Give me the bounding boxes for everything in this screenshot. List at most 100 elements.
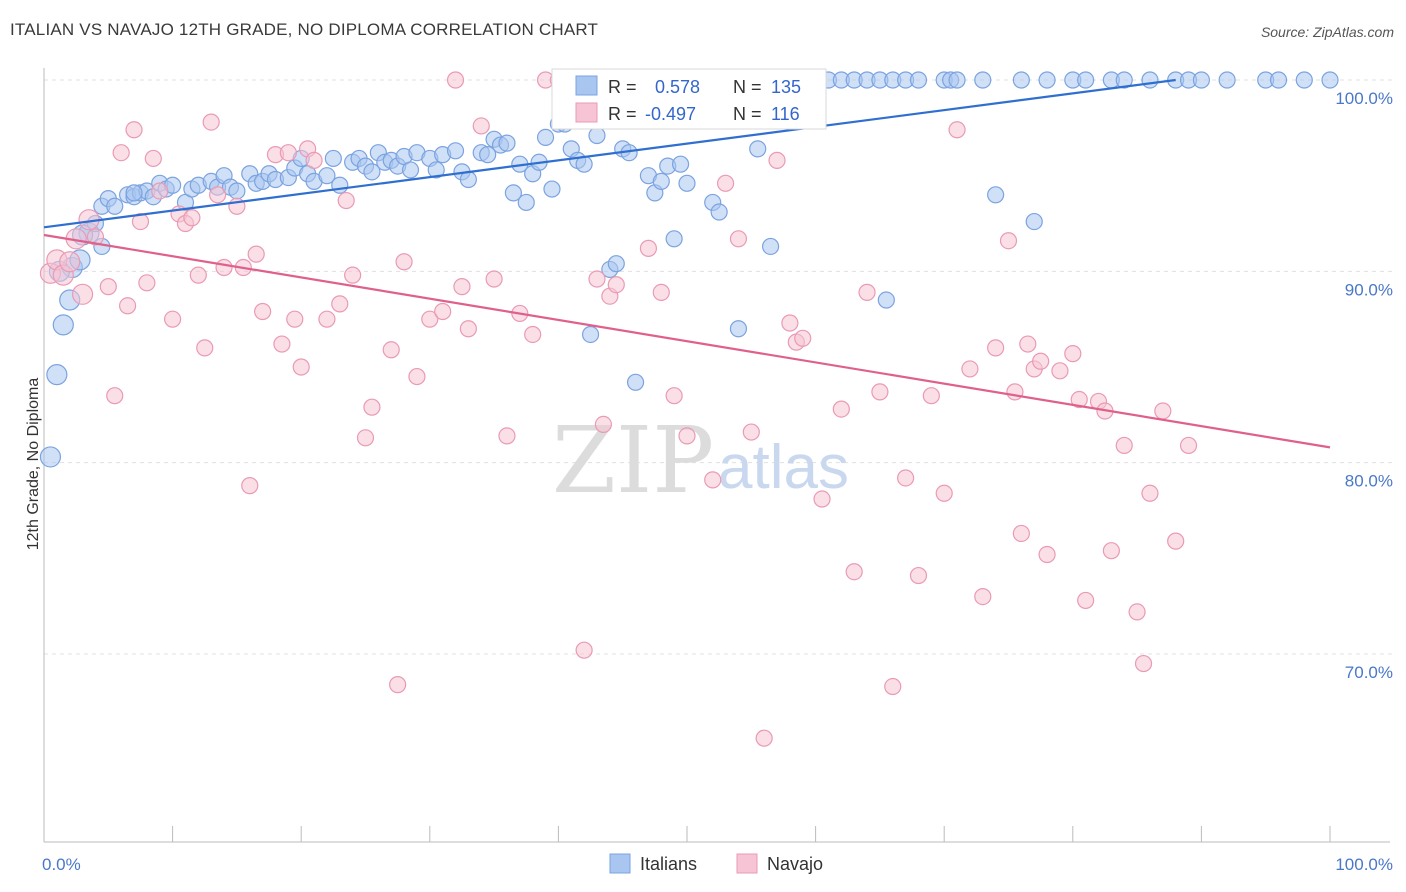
italians-point-131 — [1321, 71, 1339, 89]
navajo-point-88 — [935, 484, 953, 502]
navajo-point-23 — [202, 113, 220, 131]
navajo-point-63 — [607, 276, 625, 294]
navajo-point-73 — [755, 729, 773, 747]
italians-point-75 — [581, 325, 600, 344]
navajo-point-96 — [1019, 335, 1037, 353]
navajo-point-40 — [337, 191, 355, 210]
watermark-zip: ZIP — [552, 407, 714, 514]
bottom-legend: Italians Navajo — [609, 853, 823, 874]
navajo-point-114 — [594, 415, 613, 433]
navajo-point-67 — [665, 387, 683, 405]
navajo-point-85 — [897, 469, 915, 487]
stats-legend-swatch-navajo — [575, 102, 598, 123]
italians-point-68 — [536, 128, 555, 146]
navajo-point-110 — [1141, 484, 1159, 502]
source-label: Source: ZipAtlas.com — [1260, 24, 1394, 40]
navajo-point-80 — [832, 400, 850, 418]
navajo-point-46 — [395, 253, 413, 271]
navajo-point-30 — [254, 302, 272, 321]
trend-lines — [43, 78, 1331, 449]
navajo-point-9 — [106, 387, 124, 405]
watermark-atlas: atlas — [718, 433, 849, 502]
tick-labels: 70.0% 80.0% 90.0% 100.0% 0.0% 100.0% — [42, 89, 1393, 874]
navajo-point-39 — [331, 295, 349, 313]
y-tick-label-2: 90.0% — [1345, 280, 1393, 299]
italians-point-107 — [877, 291, 895, 309]
italians-point-87 — [671, 155, 690, 173]
italians-point-97 — [761, 237, 780, 256]
italians-point-95 — [749, 140, 767, 158]
navajo-point-68 — [678, 427, 696, 445]
navajo-point-38 — [318, 310, 336, 328]
navajo-point-109 — [1134, 654, 1153, 673]
navajo-point-93 — [999, 232, 1018, 250]
italians-point-65 — [517, 193, 535, 212]
series-navajo-points — [39, 71, 1198, 747]
navajo-point-66 — [652, 283, 670, 301]
navajo-point-20 — [183, 209, 201, 227]
italians-point-129 — [1269, 71, 1288, 89]
navajo-point-72 — [742, 423, 760, 441]
navajo-point-52 — [459, 320, 477, 338]
navajo-point-99 — [1038, 545, 1056, 564]
stats-n-label-italians: N = — [733, 77, 762, 97]
navajo-point-49 — [434, 302, 452, 321]
navajo-point-45 — [389, 676, 407, 694]
navajo-point-28 — [241, 477, 259, 495]
navajo-point-94 — [1006, 383, 1024, 401]
chart-title: ITALIAN VS NAVAJO 12TH GRADE, NO DIPLOMA… — [10, 20, 599, 39]
stats-r-label-navajo: R = — [608, 104, 637, 124]
y-tick-label-1: 80.0% — [1345, 472, 1393, 491]
navajo-point-12 — [125, 121, 143, 139]
navajo-point-91 — [974, 587, 992, 606]
italians-point-122 — [1115, 71, 1133, 89]
navajo-point-61 — [588, 270, 606, 288]
navajo-point-53 — [472, 117, 490, 135]
navajo-point-5 — [71, 283, 94, 305]
navajo-point-50 — [446, 71, 465, 89]
italians-point-86 — [665, 230, 683, 248]
italians-point-116 — [1012, 71, 1030, 89]
navajo-point-48 — [421, 310, 439, 328]
navajo-point-16 — [151, 182, 169, 200]
series-italians-points — [39, 71, 1339, 468]
italians-point-40 — [331, 176, 349, 194]
legend-swatch-navajo — [736, 853, 758, 874]
navajo-point-87 — [922, 387, 940, 405]
navajo-point-11 — [118, 297, 137, 315]
navajo-point-69 — [704, 471, 722, 489]
italians-point-127 — [1218, 71, 1236, 89]
navajo-point-14 — [138, 274, 156, 292]
stats-r-value-italians: 0.578 — [655, 77, 700, 97]
italians-point-114 — [974, 71, 992, 89]
navajo-point-43 — [363, 398, 381, 416]
navajo-point-112 — [1167, 532, 1185, 550]
italians-point-1 — [46, 364, 68, 386]
italians-point-93 — [729, 320, 748, 338]
navajo-point-32 — [273, 335, 291, 353]
navajo-point-42 — [356, 429, 375, 447]
navajo-point-3 — [59, 251, 81, 273]
italians-point-69 — [543, 180, 561, 198]
navajo-point-24 — [209, 186, 227, 204]
italians-point-59 — [479, 146, 497, 164]
navajo-point-107 — [1115, 436, 1133, 455]
italians-point-88 — [678, 174, 696, 192]
navajo-point-37 — [305, 151, 323, 169]
navajo-point-22 — [196, 339, 214, 357]
navajo-point-71 — [729, 230, 748, 248]
italians-point-134 — [125, 184, 143, 202]
italians-point-117 — [1025, 212, 1043, 231]
italians-point-91 — [710, 203, 728, 221]
y-axis-label: 12th Grade, No Diploma — [25, 378, 42, 551]
axes — [43, 68, 1390, 843]
italians-point-113 — [948, 71, 966, 89]
stats-r-value-navajo: -0.497 — [645, 104, 696, 124]
italians-point-38 — [318, 167, 336, 185]
navajo-point-98 — [1032, 352, 1050, 370]
navajo-point-83 — [871, 383, 889, 401]
navajo-point-44 — [382, 341, 400, 359]
navajo-point-113 — [1179, 436, 1198, 455]
navajo-point-101 — [1064, 345, 1082, 363]
navajo-point-21 — [189, 266, 207, 284]
